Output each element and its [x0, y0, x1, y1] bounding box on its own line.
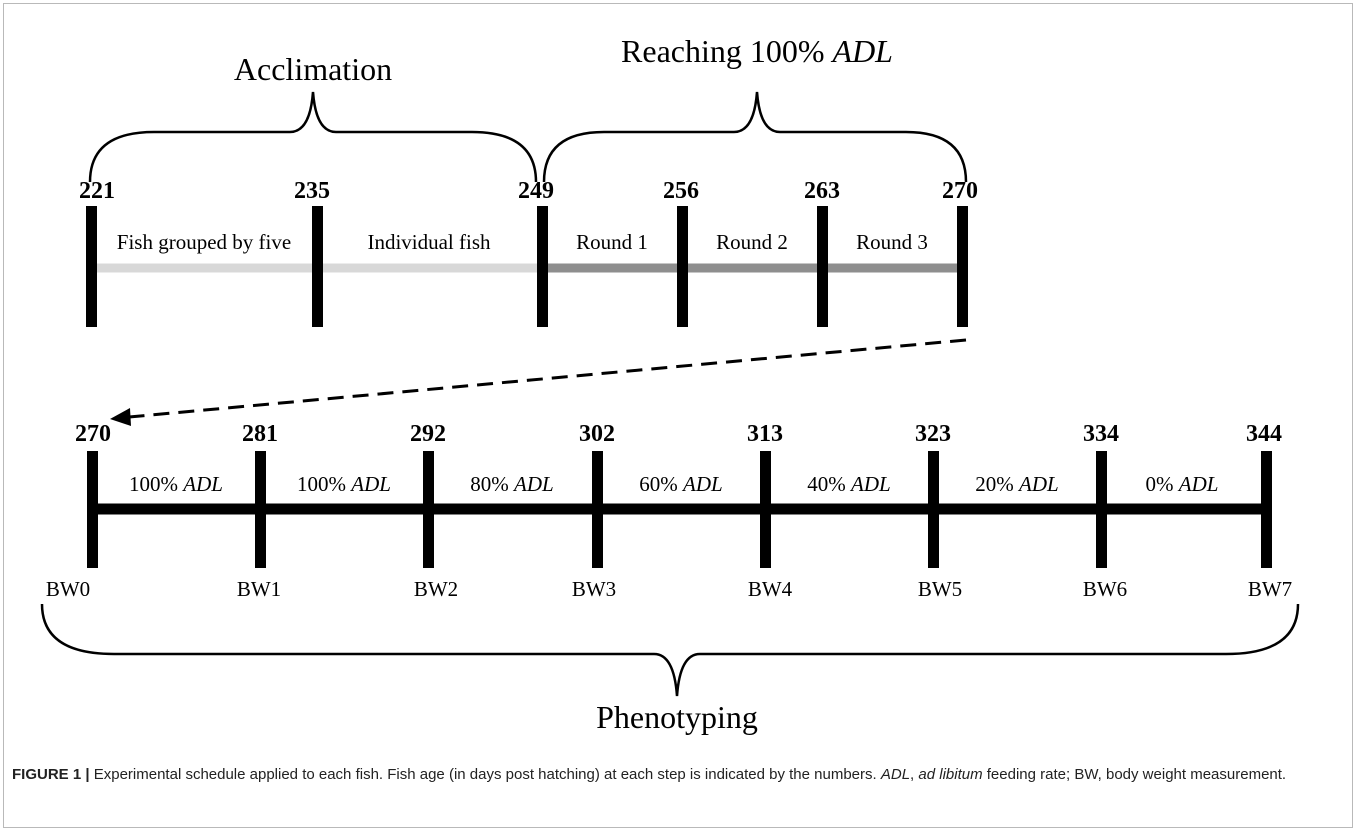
reaching-adl-bracket	[542, 91, 968, 183]
top-tick-label-263: 263	[804, 178, 840, 204]
bw-label-1: BW1	[237, 577, 281, 601]
figure-frame: Acclimation Reaching 100% ADL 221 235 24…	[3, 3, 1353, 828]
segment-label-fish-grouped: Fish grouped by five	[117, 230, 291, 254]
bottom-tick-label-281: 281	[242, 421, 278, 447]
bw-label-0: BW0	[46, 577, 90, 601]
caption-text-3: feeding rate; BW, body weight measuremen…	[982, 766, 1287, 783]
feeding-label-5: 40% ADL	[807, 472, 890, 496]
bottom-tick-label-292: 292	[410, 421, 446, 447]
figure-caption: FIGURE 1 | Experimental schedule applied…	[12, 764, 1342, 786]
top-tick-label-249: 249	[518, 178, 554, 204]
bw-label-4: BW4	[748, 577, 793, 601]
caption-text-2: ,	[910, 766, 919, 783]
bottom-tick-label-313: 313	[747, 421, 783, 447]
top-tick-mark-221	[86, 206, 97, 327]
phase-label-reaching-adl: Reaching 100% ADL	[621, 33, 893, 69]
top-tick-mark-235	[312, 206, 323, 327]
bottom-tick-mark-323	[928, 451, 939, 568]
top-tick-label-270: 270	[942, 178, 978, 204]
bw-label-5: BW5	[918, 577, 962, 601]
bottom-tick-mark-281	[255, 451, 266, 568]
caption-adl-expansion: ad libitum	[918, 766, 983, 783]
segment-label-individual-fish: Individual fish	[367, 230, 491, 254]
bottom-tick-label-334: 334	[1083, 421, 1119, 447]
feeding-label-3: 80% ADL	[470, 472, 553, 496]
top-tick-label-235: 235	[294, 178, 330, 204]
bw-label-6: BW6	[1083, 577, 1127, 601]
bottom-tick-mark-302	[592, 451, 603, 568]
top-tick-mark-263	[817, 206, 828, 327]
top-tick-label-256: 256	[663, 178, 699, 204]
bottom-tick-mark-344	[1261, 451, 1272, 568]
top-tick-mark-270	[957, 206, 968, 327]
feeding-label-4: 60% ADL	[639, 472, 722, 496]
phenotyping-label: Phenotyping	[596, 699, 758, 735]
phase-label-acclimation: Acclimation	[234, 51, 392, 87]
top-tick-label-221: 221	[79, 178, 115, 204]
caption-text-1: Experimental schedule applied to each fi…	[93, 766, 881, 783]
bottom-tick-label-344: 344	[1246, 421, 1282, 447]
bottom-tick-label-302: 302	[579, 421, 615, 447]
connector-arrowhead	[110, 408, 131, 426]
caption-adl-abbr: ADL	[880, 766, 911, 783]
acclimation-bracket	[88, 91, 538, 183]
bw-label-3: BW3	[572, 577, 616, 601]
caption-separator: |	[81, 766, 94, 783]
bottom-tick-mark-334	[1096, 451, 1107, 568]
feeding-label-6: 20% ADL	[975, 472, 1058, 496]
segment-label-round-1: Round 1	[576, 230, 648, 254]
bottom-tick-label-270: 270	[75, 421, 111, 447]
bw-label-7: BW7	[1248, 577, 1292, 601]
segment-label-round-3: Round 3	[856, 230, 928, 254]
top-tick-mark-249	[537, 206, 548, 327]
experimental-schedule-diagram: Acclimation Reaching 100% ADL 221 235 24…	[40, 33, 1300, 735]
feeding-label-1: 100% ADL	[129, 472, 223, 496]
bottom-tick-mark-270	[87, 451, 98, 568]
bottom-tick-label-323: 323	[915, 421, 951, 447]
feeding-label-7: 0% ADL	[1146, 472, 1219, 496]
segment-label-round-2: Round 2	[716, 230, 788, 254]
caption-label: FIGURE 1	[12, 766, 82, 783]
bw-label-2: BW2	[414, 577, 458, 601]
top-tick-mark-256	[677, 206, 688, 327]
phenotyping-bracket	[40, 603, 1300, 697]
bottom-tick-mark-292	[423, 451, 434, 568]
feeding-label-2: 100% ADL	[297, 472, 391, 496]
connector-dashed-arrow	[128, 338, 967, 419]
bottom-tick-mark-313	[760, 451, 771, 568]
